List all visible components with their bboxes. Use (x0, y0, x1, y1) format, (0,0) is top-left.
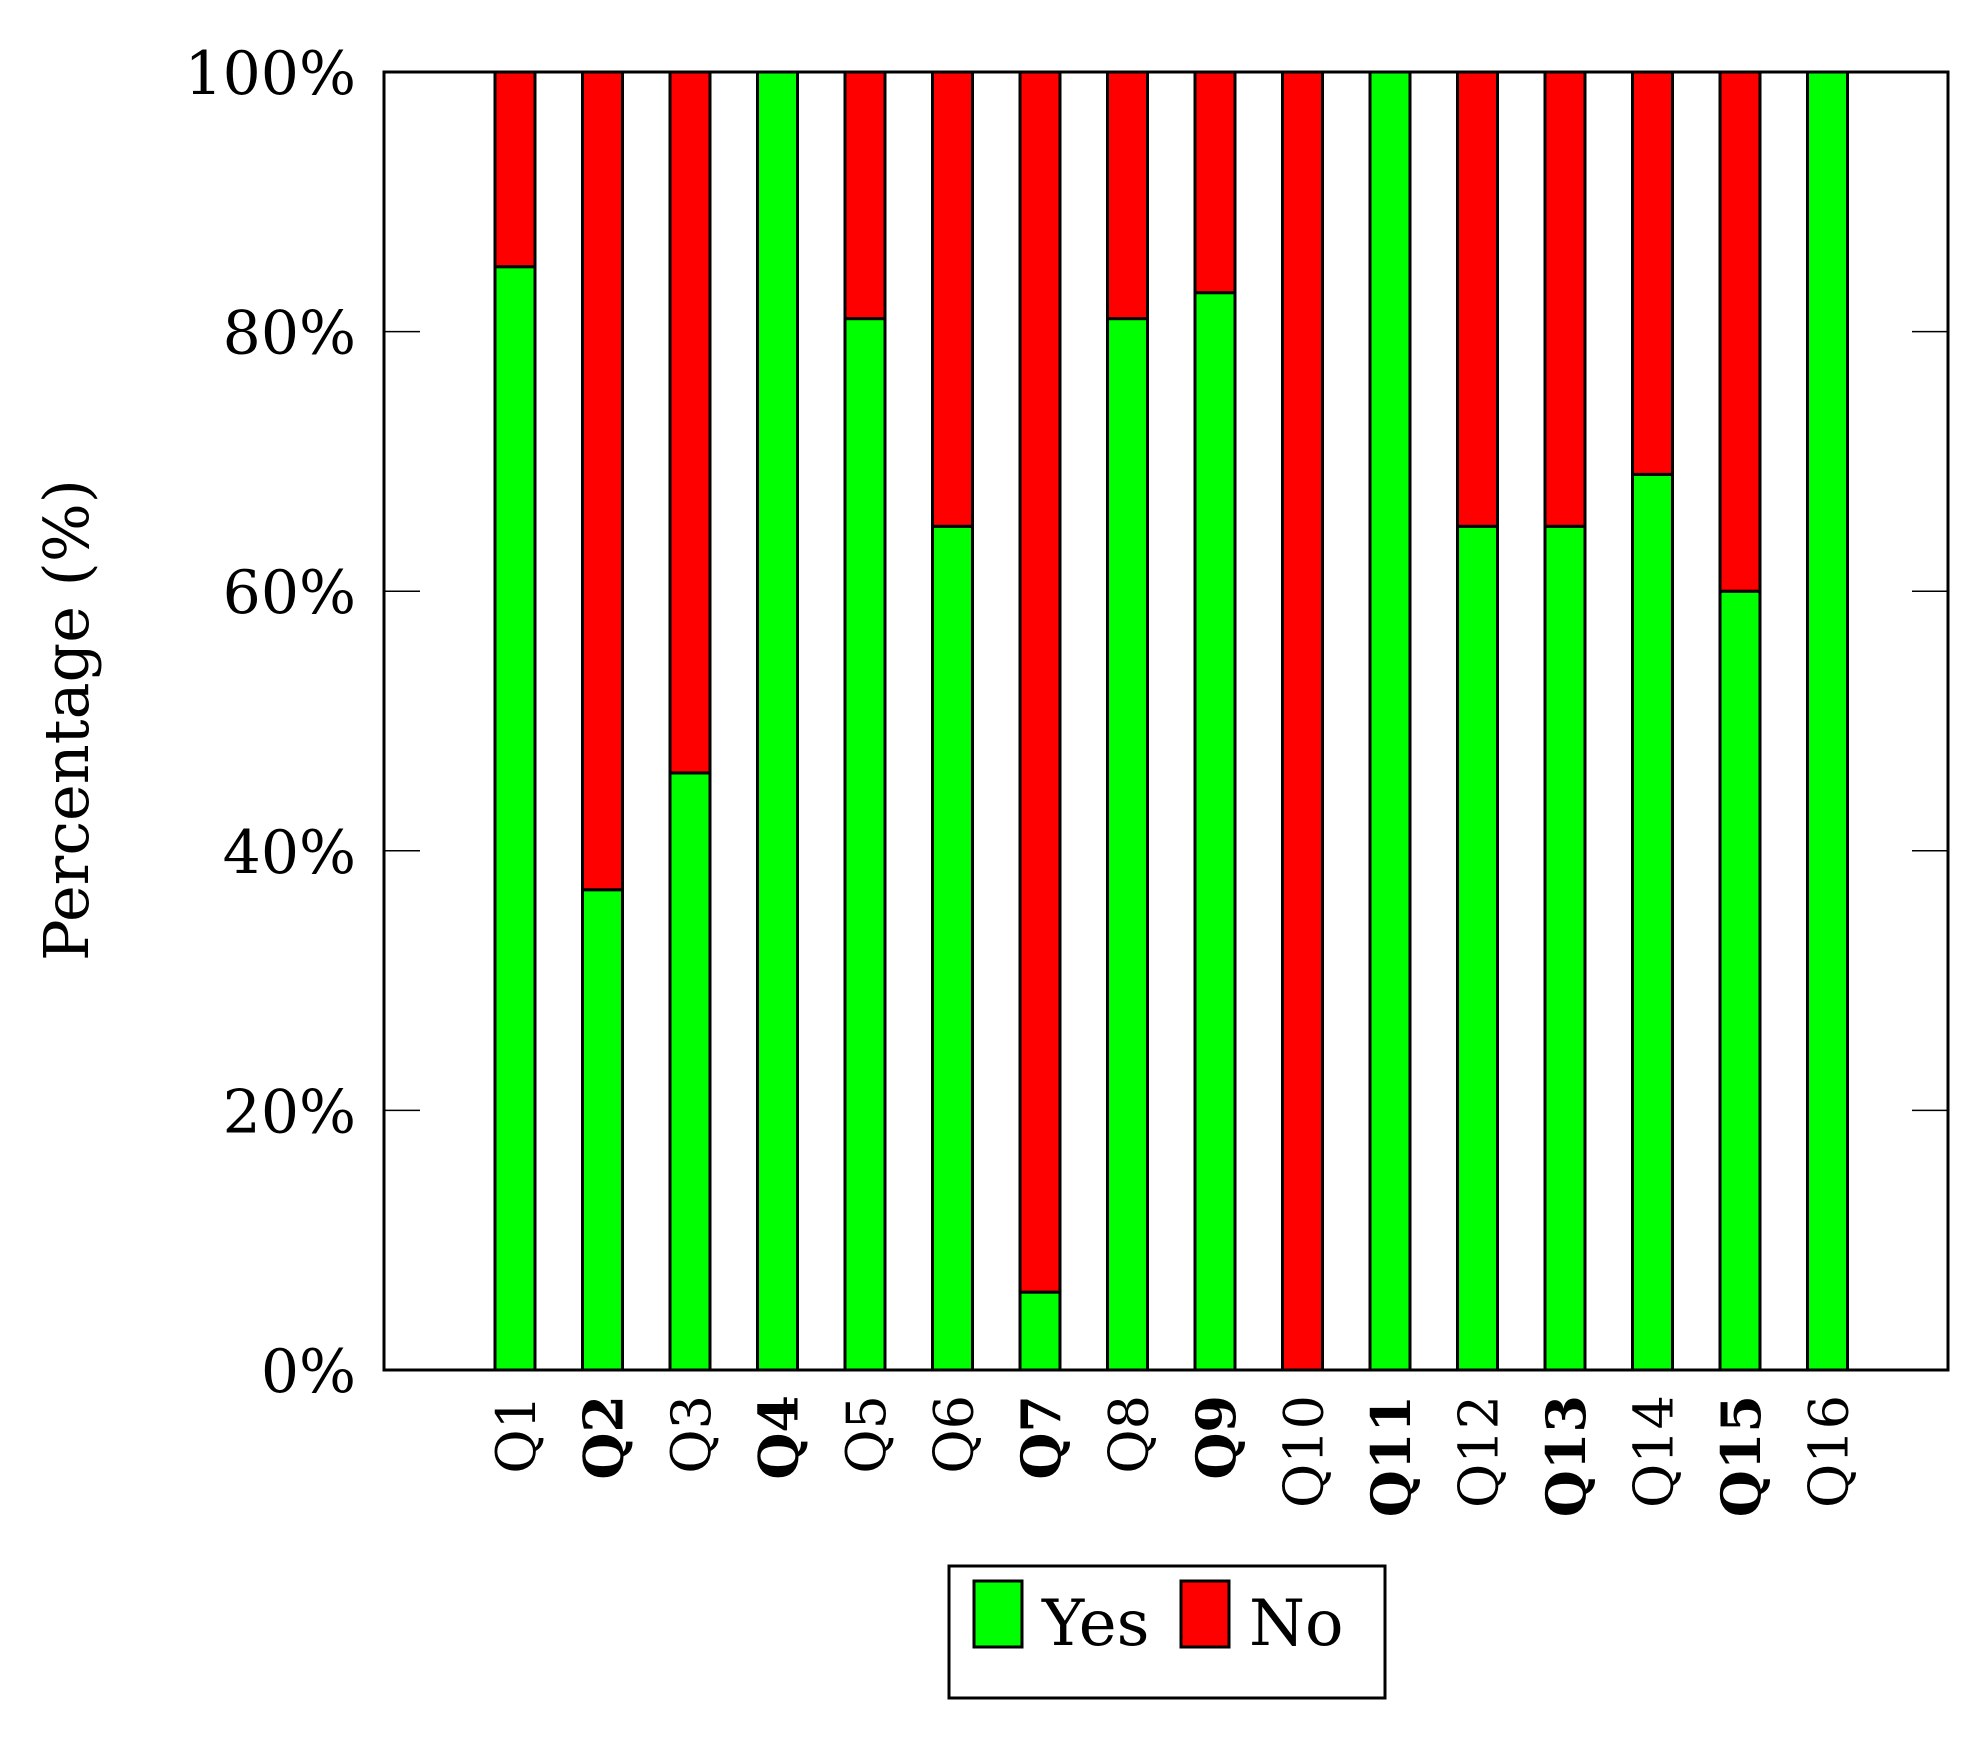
legend-label-no: No (1249, 1587, 1344, 1661)
bar-no-q3 (668, 70, 712, 775)
bar-yes-q9 (1193, 291, 1237, 1372)
legend: Yes No (947, 1564, 1387, 1700)
bar-yes-q14 (1631, 472, 1674, 1372)
bar-no-q15 (1718, 70, 1762, 593)
y-axis-title: Percentage (%) (30, 479, 103, 961)
bar-no-q7 (1018, 70, 1062, 1294)
bar-no-q1 (493, 70, 537, 269)
x-tick-label-q10: Q10 (1273, 1395, 1336, 1508)
y-tick-label: 80% (223, 299, 356, 369)
y-tick-label: 20% (223, 1077, 356, 1147)
y-tick-label: 60% (223, 558, 356, 628)
bar-yes-q11 (1368, 70, 1412, 1372)
bar-yes-q1 (493, 265, 537, 1372)
x-tick-label-q1: Q1 (485, 1395, 548, 1474)
x-tick-label-q15: Q15 (1709, 1395, 1773, 1517)
bar-yes-q15 (1718, 589, 1762, 1372)
x-tick-label-q6: Q6 (923, 1395, 986, 1474)
x-axis-labels: Q1 Q2 Q3 Q4 Q5 Q6 Q7 Q8 Q9 Q10 Q11 Q12 Q13 Q14 Q15 Q16 (485, 1395, 1861, 1517)
bar-no-q12 (1456, 70, 1499, 528)
y-axis-ticks: 0% 20% 40% 60% 80% 100% (184, 39, 1948, 1407)
bar-no-q9 (1193, 70, 1237, 295)
x-tick-label-q14: Q14 (1623, 1395, 1686, 1508)
bar-no-q10 (1281, 70, 1324, 1372)
y-tick-label: 100% (184, 39, 356, 109)
x-tick-label-q2: Q2 (572, 1395, 636, 1480)
bar-yes-q6 (931, 524, 974, 1372)
bar-no-q8 (1106, 70, 1149, 321)
bar-yes-q8 (1106, 317, 1149, 1372)
legend-label-yes: Yes (1041, 1587, 1149, 1661)
x-tick-label-q5: Q5 (835, 1395, 898, 1474)
y-tick-label: 0% (261, 1337, 356, 1407)
y-tick-label: 40% (223, 818, 356, 888)
x-tick-label-q16: Q16 (1798, 1395, 1861, 1508)
bar-yes-q5 (843, 317, 887, 1372)
bar-yes-q7 (1018, 1290, 1062, 1372)
bar-yes-q13 (1543, 524, 1587, 1372)
legend-swatch-no (1179, 1579, 1231, 1649)
bar-group (493, 70, 1849, 1372)
x-tick-label-q12: Q12 (1448, 1395, 1511, 1508)
plot-frame (382, 70, 1950, 1372)
bar-no-q14 (1631, 70, 1674, 476)
bar-no-q6 (931, 70, 974, 528)
x-tick-label-q9: Q9 (1184, 1395, 1248, 1480)
bar-yes-q16 (1806, 70, 1849, 1372)
legend-swatch-yes (972, 1579, 1024, 1649)
x-tick-label-q4: Q4 (747, 1395, 811, 1480)
bar-no-q13 (1543, 70, 1587, 528)
x-tick-label-q13: Q13 (1534, 1395, 1598, 1517)
bar-yes-q4 (756, 70, 799, 1372)
bar-yes-q3 (668, 771, 712, 1372)
x-tick-label-q7: Q7 (1009, 1395, 1073, 1480)
x-tick-label-q11: Q11 (1359, 1395, 1423, 1517)
bar-no-q2 (581, 70, 624, 892)
x-tick-label-q8: Q8 (1098, 1395, 1161, 1474)
bar-yes-q12 (1456, 524, 1499, 1372)
bar-no-q5 (843, 70, 887, 321)
bar-yes-q2 (581, 888, 624, 1372)
x-tick-label-q3: Q3 (660, 1395, 723, 1474)
